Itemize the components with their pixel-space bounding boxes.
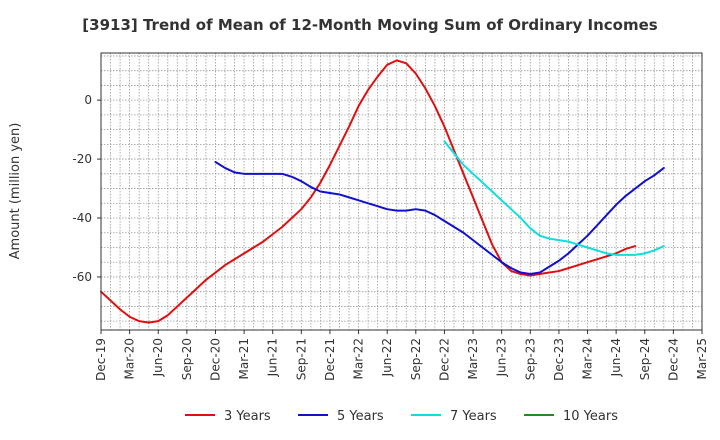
x-tick-label: Dec-20 xyxy=(208,338,222,381)
x-tick-label: Mar-25 xyxy=(695,338,709,379)
y-tick-label: -20 xyxy=(72,152,92,166)
chart-title: [3913] Trend of Mean of 12-Month Moving … xyxy=(82,16,657,34)
y-tick-label: 0 xyxy=(84,93,92,107)
x-tick-label: Mar-20 xyxy=(123,338,137,379)
x-tick-label: Mar-23 xyxy=(466,338,480,379)
y-axis-label: Amount (million yen) xyxy=(8,123,23,260)
x-tick-label: Sep-22 xyxy=(409,338,423,380)
x-tick-label: Dec-19 xyxy=(94,338,108,381)
series-line-5-years xyxy=(214,161,665,276)
legend-label: 7 Years xyxy=(450,409,497,424)
x-tick-label: Sep-21 xyxy=(294,338,308,380)
legend-label: 5 Years xyxy=(337,409,384,424)
x-tick-label: Dec-22 xyxy=(437,338,451,381)
y-tick-label: -60 xyxy=(72,270,92,284)
x-tick-label: Sep-20 xyxy=(180,338,194,380)
x-tick-label: Jun-24 xyxy=(609,338,623,377)
x-tick-label: Dec-23 xyxy=(552,338,566,381)
x-tick-label: Jun-23 xyxy=(495,338,509,377)
x-tick-label: Dec-21 xyxy=(323,338,337,381)
x-tick-label: Jun-22 xyxy=(380,338,394,377)
series-layer xyxy=(100,59,665,324)
x-tick-label: Mar-21 xyxy=(237,338,251,379)
y-ticks: 0 -20 -40 -60 xyxy=(72,93,101,284)
x-tick-label: Jun-20 xyxy=(151,338,165,377)
y-tick-label: -40 xyxy=(72,211,92,225)
plot-frame xyxy=(100,52,703,331)
x-tick-label: Mar-22 xyxy=(352,338,366,379)
x-tick-label: Sep-24 xyxy=(638,338,652,380)
legend: 3 Years 5 Years 7 Years 10 Years xyxy=(185,409,618,424)
x-tick-label: Dec-24 xyxy=(666,338,680,381)
legend-label: 3 Years xyxy=(224,409,271,424)
x-ticks: Dec-19 Mar-20 Jun-20 Sep-20 Dec-20 Mar-21 Jun-… xyxy=(94,330,709,381)
legend-label: 10 Years xyxy=(563,409,618,424)
x-tick-label: Mar-24 xyxy=(581,338,595,379)
x-tick-label: Sep-23 xyxy=(523,338,537,380)
series-line-3-years xyxy=(100,59,637,324)
x-tick-label: Jun-21 xyxy=(266,338,280,377)
grid xyxy=(100,53,703,330)
series-line-7-years xyxy=(443,140,665,256)
